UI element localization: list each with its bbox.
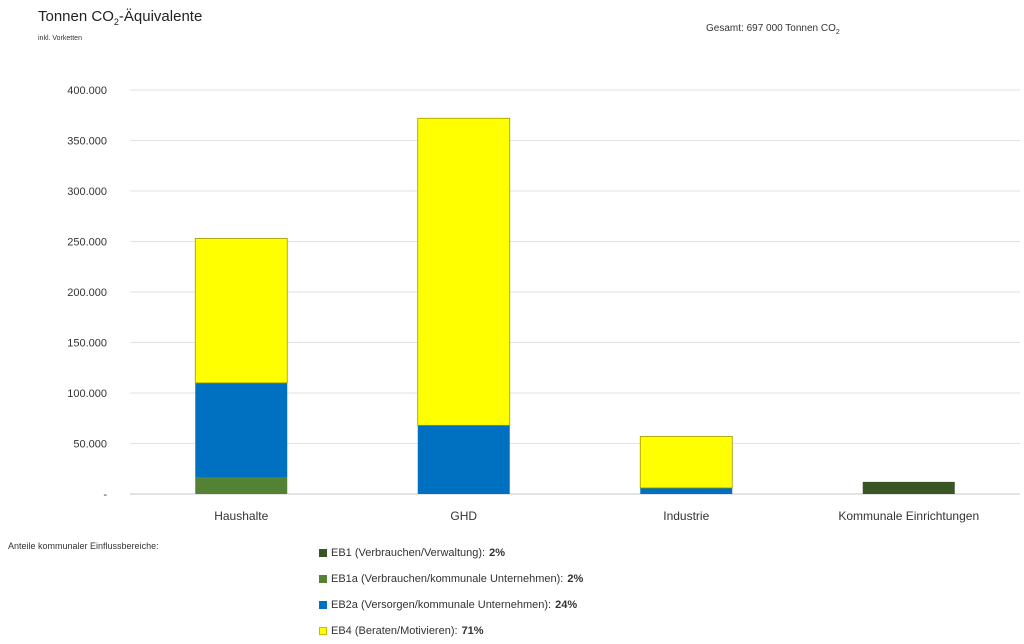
legend-item-eb1: EB1 (Verbrauchen/Verwaltung): 2% xyxy=(319,540,583,566)
legend-swatch-eb4 xyxy=(319,627,327,635)
total-label: Gesamt: 697 000 Tonnen CO2 xyxy=(706,23,840,36)
bar-segment-haushalte-series-2 xyxy=(195,382,288,478)
y-tick-label: - xyxy=(103,489,107,501)
bar-segment-kommunale-einrichtungen-series-0 xyxy=(862,481,955,494)
legend-title: Anteile kommunaler Einflussbereiche: xyxy=(8,541,159,551)
y-tick-label: 100.000 xyxy=(67,388,107,400)
y-axis-note: inkl. Vorketten xyxy=(38,35,82,42)
bar-segment-haushalte-series-1 xyxy=(195,477,288,494)
legend-swatch-eb2a xyxy=(319,601,327,609)
legend-label-eb4: EB4 (Beraten/Motivieren): xyxy=(331,625,458,637)
y-tick-label: 150.000 xyxy=(67,338,107,350)
bar-segment-industrie-series-3 xyxy=(639,436,733,489)
bar-segment-ghd-series-3 xyxy=(417,117,511,426)
legend-pct-eb1a: 2% xyxy=(567,573,584,585)
legend-pct-eb1: 2% xyxy=(489,547,505,559)
legend-label-eb1: EB1 (Verbrauchen/Verwaltung): xyxy=(331,547,486,559)
legend-pct-eb4: 71% xyxy=(461,625,484,637)
y-axis-title-subscript: 2 xyxy=(113,17,119,27)
y-tick-label: 250.000 xyxy=(67,237,107,249)
legend: EB1 (Verbrauchen/Verwaltung): 2% EB1a (V… xyxy=(319,540,583,644)
legend-item-eb1a: EB1a (Verbrauchen/kommunale Unternehmen)… xyxy=(319,566,583,592)
x-tick-label: GHD xyxy=(450,509,477,523)
x-tick-label: Industrie xyxy=(663,509,709,523)
legend-swatch-eb1 xyxy=(319,549,327,557)
total-label-subscript: 2 xyxy=(835,29,840,36)
y-axis-title: Tonnen CO2-Äquivalente xyxy=(38,8,202,27)
bar-segment-ghd-series-2 xyxy=(417,425,510,494)
legend-label-eb2a: EB2a (Versorgen/kommunale Unternehmen): xyxy=(331,599,552,611)
y-tick-label: 400.000 xyxy=(67,85,107,97)
x-tick-label: Haushalte xyxy=(214,509,268,523)
y-tick-label: 50.000 xyxy=(73,439,107,451)
y-tick-label: 350.000 xyxy=(67,136,107,148)
legend-item-eb4: EB4 (Beraten/Motivieren): 71% xyxy=(319,618,583,644)
legend-pct-eb2a: 24% xyxy=(555,599,578,611)
x-tick-label: Kommunale Einrichtungen xyxy=(838,509,979,523)
total-label-text: Gesamt: 697 000 Tonnen CO xyxy=(706,23,836,34)
bar-segment-industrie-series-2 xyxy=(640,487,733,494)
bar-segment-haushalte-series-3 xyxy=(194,238,288,384)
legend-label-eb1a: EB1a (Verbrauchen/kommunale Unternehmen)… xyxy=(331,573,564,585)
y-axis-title-suffix: -Äquivalente xyxy=(118,8,203,25)
y-tick-label: 200.000 xyxy=(67,287,107,299)
legend-swatch-eb1a xyxy=(319,575,327,583)
y-axis-title-text: Tonnen CO xyxy=(38,8,114,25)
legend-item-eb2a: EB2a (Versorgen/kommunale Unternehmen): … xyxy=(319,592,583,618)
y-tick-label: 300.000 xyxy=(67,186,107,198)
